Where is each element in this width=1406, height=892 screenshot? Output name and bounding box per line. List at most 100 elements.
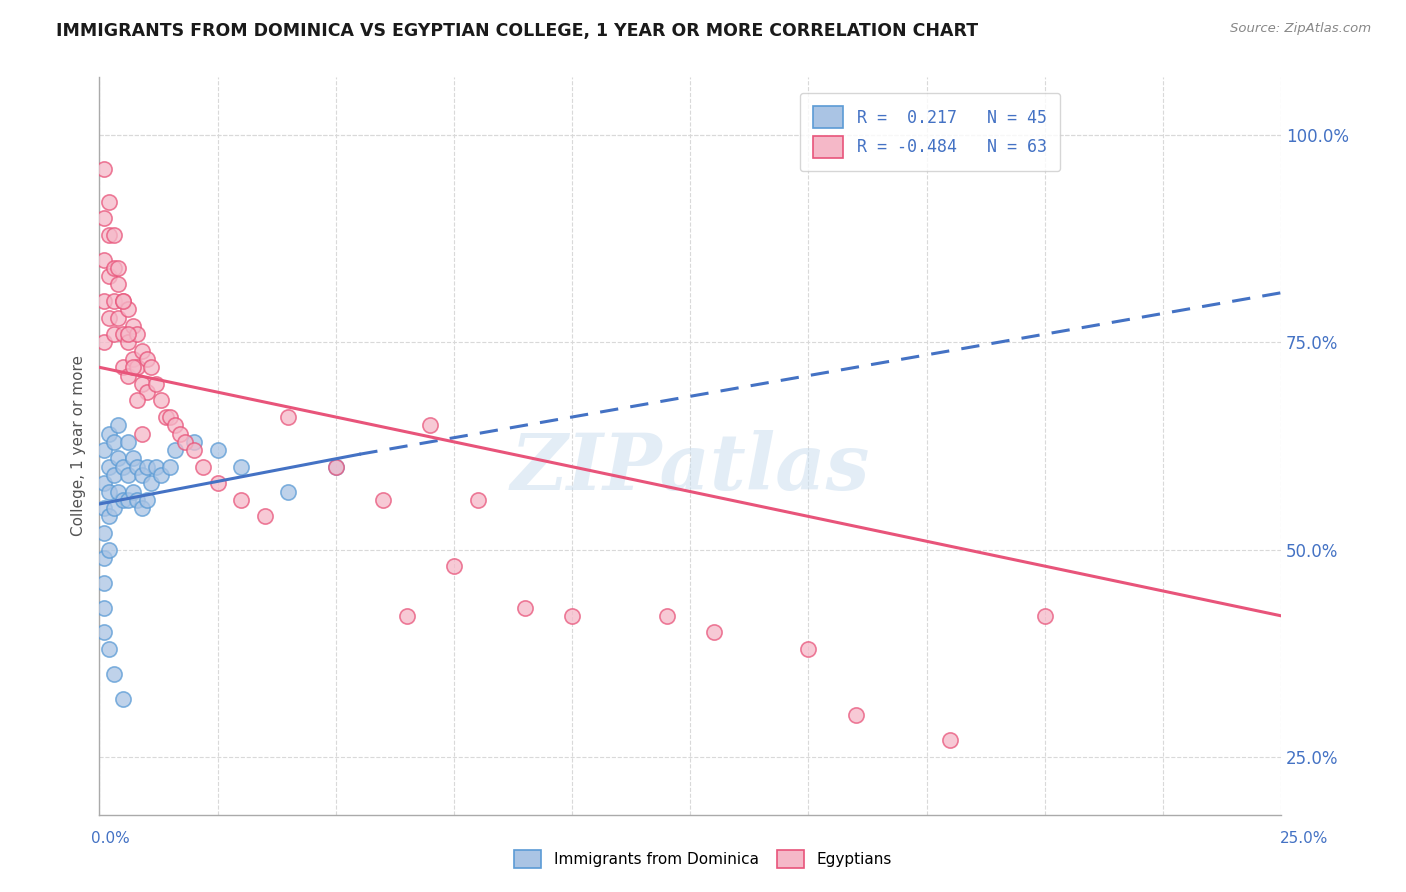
Point <box>159 410 181 425</box>
Point <box>127 360 149 375</box>
Point <box>93 550 115 565</box>
Point <box>121 360 143 375</box>
Text: ZIPatlas: ZIPatlas <box>510 430 870 507</box>
Point <box>325 459 347 474</box>
Point <box>117 327 139 342</box>
Point <box>939 733 962 747</box>
Point <box>112 459 135 474</box>
Point <box>112 294 135 309</box>
Point <box>103 227 125 242</box>
Point <box>145 459 167 474</box>
Point <box>131 343 153 358</box>
Point <box>127 459 149 474</box>
Point <box>277 484 299 499</box>
Point <box>103 434 125 449</box>
Point <box>165 443 187 458</box>
Point <box>117 467 139 482</box>
Point <box>127 327 149 342</box>
Point <box>513 600 536 615</box>
Point <box>325 459 347 474</box>
Point <box>117 368 139 383</box>
Legend: R =  0.217   N = 45, R = -0.484   N = 63: R = 0.217 N = 45, R = -0.484 N = 63 <box>800 93 1060 171</box>
Point <box>207 443 229 458</box>
Point <box>231 459 253 474</box>
Point <box>165 418 187 433</box>
Point <box>845 708 868 723</box>
Point <box>107 277 129 292</box>
Point <box>117 335 139 350</box>
Point <box>131 467 153 482</box>
Point <box>93 335 115 350</box>
Point <box>121 484 143 499</box>
Point <box>93 161 115 176</box>
Text: 25.0%: 25.0% <box>1281 831 1329 846</box>
Point <box>93 625 115 640</box>
Point <box>149 467 172 482</box>
Point <box>183 443 205 458</box>
Y-axis label: College, 1 year or more: College, 1 year or more <box>72 356 86 536</box>
Point <box>97 542 120 557</box>
Point <box>703 625 725 640</box>
Point <box>135 492 157 507</box>
Point <box>97 227 120 242</box>
Point <box>93 443 115 458</box>
Point <box>135 385 157 400</box>
Point <box>443 559 465 574</box>
Point <box>112 327 135 342</box>
Point <box>103 294 125 309</box>
Point <box>103 260 125 275</box>
Point <box>97 509 120 524</box>
Point <box>145 376 167 391</box>
Point <box>655 608 678 623</box>
Point <box>93 575 115 590</box>
Point <box>135 459 157 474</box>
Point <box>97 310 120 325</box>
Point <box>277 410 299 425</box>
Point <box>149 393 172 408</box>
Point <box>103 467 125 482</box>
Point <box>183 434 205 449</box>
Point <box>97 459 120 474</box>
Point <box>93 211 115 226</box>
Point <box>131 376 153 391</box>
Point <box>131 501 153 516</box>
Point <box>797 641 820 656</box>
Point <box>131 426 153 441</box>
Point <box>467 492 489 507</box>
Point <box>561 608 583 623</box>
Point <box>103 327 125 342</box>
Point <box>93 600 115 615</box>
Point <box>93 252 115 267</box>
Point <box>117 492 139 507</box>
Point <box>155 410 177 425</box>
Point <box>112 691 135 706</box>
Point <box>169 426 191 441</box>
Point <box>97 641 120 656</box>
Point <box>127 393 149 408</box>
Point <box>103 501 125 516</box>
Point <box>395 608 418 623</box>
Point <box>371 492 394 507</box>
Point <box>97 269 120 284</box>
Point <box>93 525 115 540</box>
Legend: Immigrants from Dominica, Egyptians: Immigrants from Dominica, Egyptians <box>506 843 900 875</box>
Point <box>112 492 135 507</box>
Point <box>117 434 139 449</box>
Point <box>107 260 129 275</box>
Point <box>121 451 143 466</box>
Point <box>135 352 157 367</box>
Point <box>173 434 195 449</box>
Point <box>107 418 129 433</box>
Text: Source: ZipAtlas.com: Source: ZipAtlas.com <box>1230 22 1371 36</box>
Point <box>97 426 120 441</box>
Point <box>107 310 129 325</box>
Point <box>107 484 129 499</box>
Point <box>97 194 120 209</box>
Point <box>193 459 215 474</box>
Point <box>141 476 163 491</box>
Point <box>159 459 181 474</box>
Point <box>419 418 441 433</box>
Point <box>93 476 115 491</box>
Point <box>112 360 135 375</box>
Point <box>1033 608 1056 623</box>
